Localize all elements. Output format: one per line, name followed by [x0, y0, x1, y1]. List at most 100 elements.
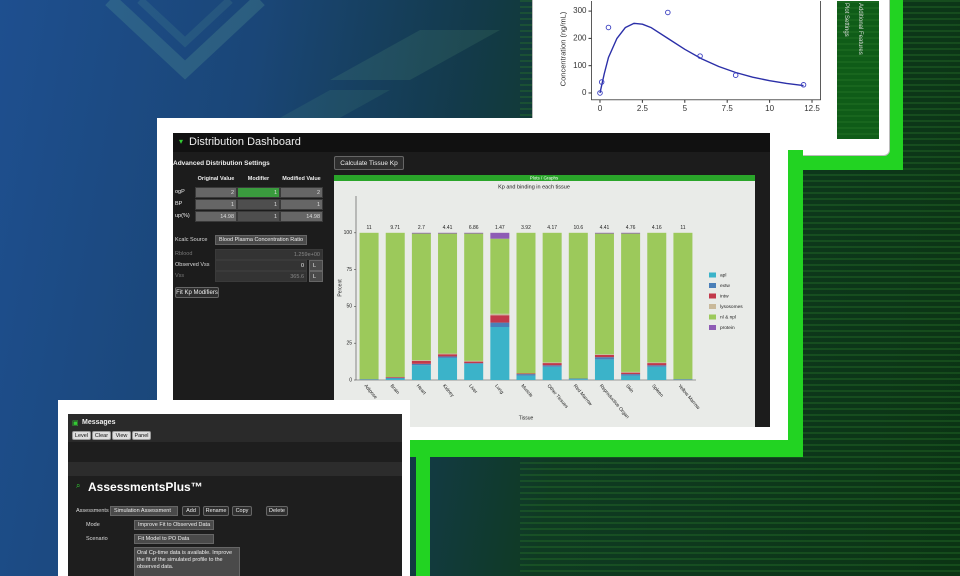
bar-segment	[490, 238, 510, 314]
bar-segment	[621, 371, 641, 373]
side-tab[interactable]: Plot Settings	[843, 3, 849, 37]
y-tick-label: 25	[346, 341, 352, 347]
y-tick-label: 300	[573, 6, 587, 15]
field-label: Scenario	[86, 536, 108, 542]
window-title: Distribution Dashboard	[189, 136, 301, 148]
bar-segment	[647, 366, 667, 380]
collapse-icon[interactable]: ▾	[179, 137, 184, 146]
bar-segment	[594, 233, 614, 355]
x-tick-label: 2.5	[637, 104, 649, 113]
messages-header: ▣ Messages Level Clear View Panel	[68, 414, 402, 442]
bar-segment	[490, 232, 510, 239]
table-cell: 14.98	[195, 211, 237, 222]
bar-segment	[647, 365, 667, 367]
bar-label: 1.47	[495, 225, 505, 231]
table-cell: 2	[280, 187, 323, 198]
fit-button[interactable]: Fit Kp Modifiers	[175, 287, 219, 298]
header-strip	[334, 175, 755, 181]
plot-frame	[591, 1, 821, 101]
y-tick-label: 0	[349, 377, 352, 383]
bar-segment	[411, 232, 431, 234]
bar-segment	[542, 363, 562, 366]
table-cell[interactable]: 1	[237, 187, 280, 198]
field-value[interactable]: 0	[215, 260, 307, 271]
bar-segment	[621, 372, 641, 375]
side-tab[interactable]: Additional Features	[857, 3, 863, 55]
bar-segment	[516, 232, 536, 374]
data-point	[665, 9, 671, 16]
bar-segment	[464, 363, 484, 380]
field-label: Vss	[175, 273, 185, 279]
x-axis-label: Tissue	[519, 415, 534, 421]
x-tick-label: 7.5	[722, 104, 734, 113]
action-button[interactable]: Delete	[266, 506, 288, 516]
table-cell[interactable]: 1	[237, 199, 280, 210]
toolbar-button[interactable]: View	[112, 431, 131, 440]
table-cell[interactable]: 1	[237, 211, 280, 222]
bar-label: 11	[680, 225, 685, 231]
field-label: Rblood	[175, 251, 193, 257]
bar-label: 6.86	[469, 225, 479, 231]
x-tick-label: 10	[765, 104, 774, 113]
bar-segment	[594, 232, 614, 234]
x-tick-label: Yellow Marrow	[676, 383, 701, 411]
side-panel: Plot Settings Additional Features	[837, 1, 879, 139]
action-button[interactable]: Rename	[203, 506, 229, 516]
title-bar: ▾ Distribution Dashboard	[173, 133, 770, 152]
action-button[interactable]: Copy	[232, 506, 252, 516]
data-point	[800, 82, 807, 88]
x-tick-label: Skin	[624, 383, 635, 394]
bar-segment	[647, 362, 667, 364]
mode-select[interactable]: Improve Fit to Observed Data	[134, 520, 214, 530]
bar-segment	[621, 233, 641, 372]
bar-segment	[594, 357, 614, 360]
bar-segment	[568, 232, 588, 379]
row-label: up(%)	[175, 213, 190, 219]
unit-select[interactable]: L	[309, 260, 323, 271]
x-tick-label: Liver	[467, 383, 479, 395]
description: Oral Cp-time data is available. Improve …	[134, 547, 240, 576]
bar-segment	[621, 374, 641, 376]
toolbar-button[interactable]: Panel	[132, 431, 151, 440]
x-tick-label: Muscle	[519, 383, 534, 399]
source-select[interactable]: Blood Plasma Concentration Ratio	[215, 235, 307, 245]
table-cell: 1	[195, 199, 237, 210]
x-tick-label: Reproductive Organ	[598, 383, 630, 420]
y-axis-label: Concentration (ng/mL)	[558, 11, 567, 86]
field-value: 365.6	[215, 271, 307, 282]
bar-segment	[464, 232, 484, 234]
bar-segment	[359, 379, 379, 380]
scenario-select[interactable]: Fit Model to PO Data	[134, 534, 214, 544]
y-axis-label: Percent	[337, 279, 343, 297]
bar-label: 4.17	[547, 225, 557, 231]
bar-segment	[673, 232, 693, 380]
bar-segment	[438, 356, 458, 358]
bar-segment	[647, 232, 667, 363]
bar-segment	[438, 353, 458, 355]
y-tick-label: 50	[346, 304, 352, 310]
field-value: 1.259e+00	[215, 249, 323, 260]
bar-segment	[411, 360, 431, 361]
bar-segment	[568, 379, 588, 380]
calc-button[interactable]: Calculate Tissue Kp	[334, 156, 404, 170]
bar-segment	[594, 354, 614, 358]
bar-label: 9.71	[390, 225, 400, 231]
bar-segment	[464, 233, 484, 361]
data-point	[605, 24, 612, 31]
toolbar-button[interactable]: Clear	[92, 431, 111, 440]
table-cell: 2	[195, 187, 237, 198]
table-cell: 14.98	[280, 211, 323, 222]
dashboard-window: ▾ Distribution Dashboard Advanced Distri…	[173, 133, 770, 427]
legend-label: intw	[720, 293, 729, 299]
assessment-select[interactable]: Simulation Assessment	[110, 506, 178, 516]
x-tick-label: 5	[683, 104, 688, 113]
x-tick-label: Brain	[389, 383, 401, 396]
field-label: Observed Vss	[175, 262, 210, 268]
action-button[interactable]: Add	[182, 506, 200, 516]
bar-segment	[542, 362, 562, 364]
bar-segment	[542, 232, 562, 363]
bar-segment	[673, 379, 693, 380]
table-cell: 1	[280, 199, 323, 210]
toolbar-button[interactable]: Level	[72, 431, 91, 440]
